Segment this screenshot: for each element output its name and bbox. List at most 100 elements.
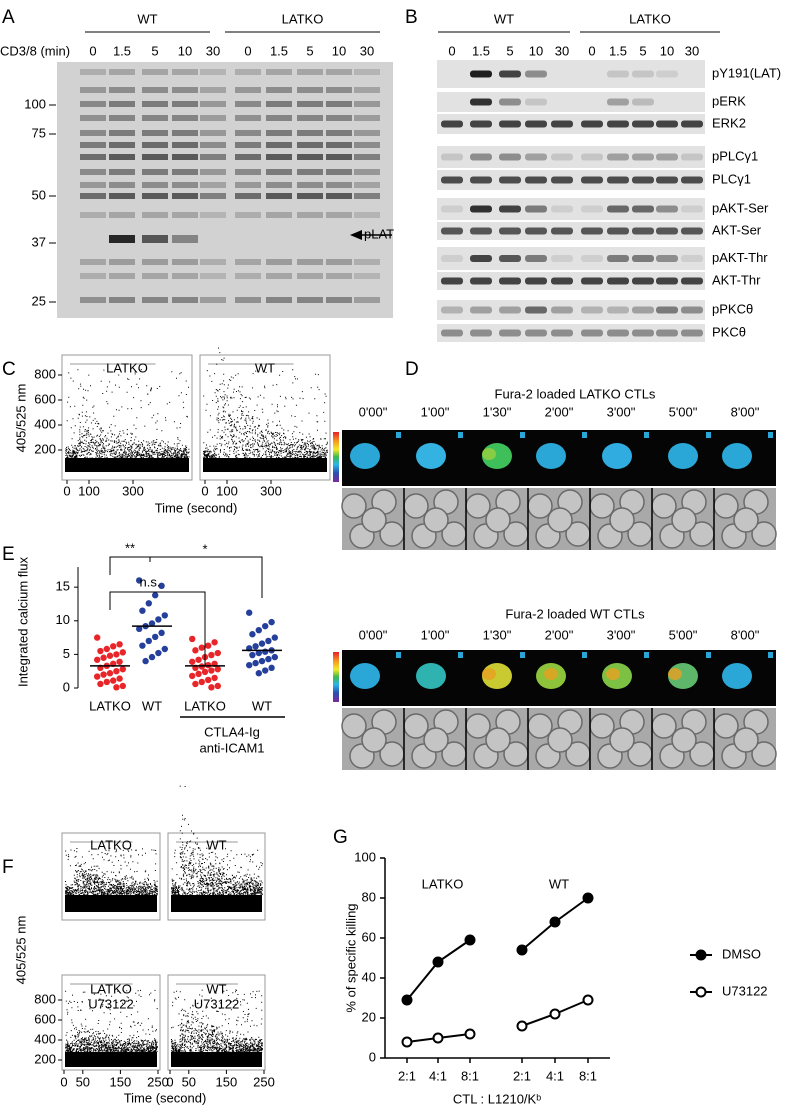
annotation: **: [125, 540, 135, 555]
gel-band: [172, 235, 198, 243]
blot-band: [581, 329, 603, 337]
gel-band: [354, 169, 380, 175]
gel-band: [326, 87, 352, 93]
gel-band: [235, 297, 261, 303]
imaging-title: Fura-2 loaded LATKO CTLs: [495, 386, 656, 401]
dot: [110, 643, 117, 650]
gel-band: [266, 69, 292, 75]
blot-band: [656, 255, 678, 262]
blot-band: [681, 153, 703, 161]
gel-band: [109, 182, 135, 188]
dot: [214, 665, 221, 673]
gel-band: [354, 154, 380, 160]
panel-label: C: [2, 359, 16, 380]
timepoint-label: 0: [244, 43, 251, 58]
plot-frame: [167, 974, 266, 1071]
dot: [189, 635, 196, 643]
dot: [211, 674, 218, 682]
x-tick-label: WT: [142, 698, 162, 713]
bright-cell: [341, 713, 367, 739]
bright-cell: [485, 727, 511, 753]
axis-label: Time (second): [155, 500, 238, 515]
dot: [136, 577, 143, 584]
gel-band: [109, 154, 135, 160]
time-label: 0'00": [359, 404, 388, 419]
gel-band: [80, 259, 106, 265]
gel-band: [109, 259, 135, 265]
blot-band: [632, 70, 654, 78]
panel-label: A: [2, 7, 15, 28]
x-tick-label: 0: [166, 1074, 173, 1089]
dot: [249, 651, 256, 659]
timepoint-label: 10: [332, 43, 346, 58]
plot-title: WT: [255, 360, 275, 375]
blot-band: [525, 120, 547, 128]
dot: [208, 651, 215, 659]
bright-cell: [403, 493, 429, 519]
timepoint-label: 10: [529, 43, 543, 58]
blot-band: [499, 227, 521, 235]
axis-label: Time (second): [124, 1090, 207, 1105]
dot: [252, 659, 259, 667]
dot: [113, 651, 120, 658]
gel-band: [266, 130, 292, 136]
blot-band: [499, 176, 521, 184]
gel-band: [109, 142, 135, 148]
cell: [350, 663, 380, 689]
legend-label: U73122: [722, 983, 768, 998]
cell-fragment: [768, 652, 773, 658]
bright-cell: [733, 727, 759, 753]
blot-band: [525, 153, 547, 161]
cell-fragment: [706, 652, 711, 658]
timepoint-label: 0: [448, 43, 455, 58]
dot: [214, 649, 221, 657]
trace-texture: [171, 989, 263, 1053]
trace-band: [171, 1052, 262, 1067]
blot-band: [632, 120, 654, 128]
y-tick-label: 0: [369, 1049, 376, 1064]
blot-band: [681, 176, 703, 184]
plot-frame: [61, 974, 161, 1071]
gel-band: [142, 212, 168, 218]
gel-band: [80, 182, 106, 188]
blot-band: [470, 153, 492, 161]
gel-band: [354, 101, 380, 107]
plot-title: U73122: [194, 996, 240, 1011]
panel-label: E: [2, 544, 15, 565]
blot-band: [656, 227, 678, 235]
gel-band: [200, 259, 226, 265]
trace-band: [65, 895, 157, 912]
cell-fragment: [582, 432, 587, 438]
blot-band: [681, 205, 703, 213]
bright-cell: [547, 507, 573, 533]
gel-band: [354, 69, 380, 75]
bright-cell: [423, 507, 449, 533]
dot: [252, 643, 259, 650]
blot-band: [656, 205, 678, 213]
blot-band: [470, 176, 492, 184]
dot: [158, 629, 165, 637]
blot-label: pPLCγ1: [712, 148, 758, 163]
x-tick-label: 0: [201, 483, 208, 498]
dot: [110, 677, 117, 684]
panel-label: B: [405, 7, 418, 28]
gel-band: [80, 142, 106, 148]
gel-band: [354, 212, 380, 218]
dot: [262, 648, 269, 655]
bright-cell: [361, 727, 387, 753]
blot-band: [470, 306, 492, 314]
gel-band: [80, 193, 106, 199]
gel-band: [142, 69, 168, 75]
cell: [416, 443, 446, 469]
gel-band: [297, 259, 323, 265]
blot-band: [441, 255, 463, 262]
blot-band: [441, 277, 463, 285]
bright-cell: [651, 493, 677, 519]
timepoint-label: 30: [555, 43, 569, 58]
trace-band: [203, 458, 327, 472]
blot-band: [607, 306, 629, 314]
plot-frame: [61, 832, 161, 921]
cell: [350, 443, 380, 469]
cell-fragment: [458, 432, 463, 438]
